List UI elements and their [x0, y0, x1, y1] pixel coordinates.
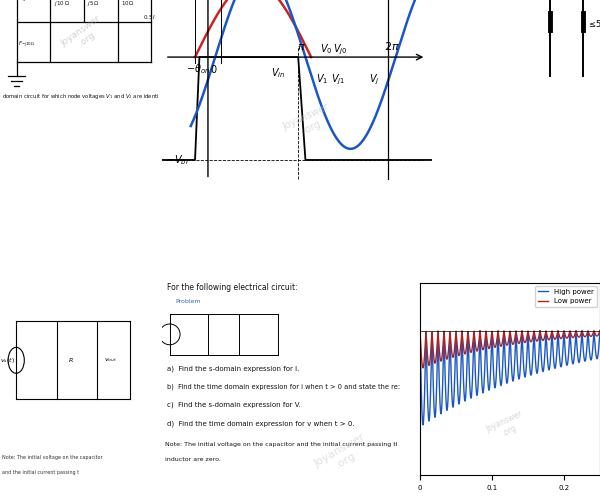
Text: $-V_{br}$: $-V_{br}$: [166, 153, 191, 167]
Text: c)  Find the s-domain expression for V.: c) Find the s-domain expression for V.: [167, 402, 301, 408]
Low power: [416, 328, 424, 334]
Text: Problem: Problem: [175, 299, 200, 304]
Low power: [435, 336, 442, 342]
Text: $\pi$: $\pi$: [297, 42, 305, 52]
Text: $V_1$: $V_1$: [316, 72, 328, 86]
Text: and the initial current passing t: and the initial current passing t: [2, 470, 79, 476]
Low power: [596, 328, 600, 334]
Text: $\leq\!5\Omega$: $\leq\!5\Omega$: [587, 18, 600, 29]
Text: domain circuit for which node voltages $V_1$ and $V_2$ are identi: domain circuit for which node voltages $…: [2, 92, 159, 101]
Low power: [560, 328, 568, 334]
Text: Note: The initial voltage on the capacitor and the initial current passing tl: Note: The initial voltage on the capacit…: [164, 442, 397, 447]
Text: Joyanswer
.org: Joyanswer .org: [281, 102, 335, 142]
Text: $10\,\Omega$: $10\,\Omega$: [121, 0, 135, 7]
High power: [557, 363, 564, 369]
Low power: [496, 338, 503, 344]
Low power: [557, 336, 564, 342]
Low power: [540, 336, 547, 342]
Low power: [490, 336, 497, 342]
Text: $v_{out}$: $v_{out}$: [104, 356, 116, 364]
Text: $R$: $R$: [68, 356, 74, 364]
Text: b)  Find the time domain expression for i when t > 0 and state the re:: b) Find the time domain expression for i…: [167, 384, 400, 390]
Text: Joyanswer
.org: Joyanswer .org: [485, 409, 528, 444]
Text: $V_{j1}$: $V_{j1}$: [331, 72, 346, 87]
High power: [416, 328, 424, 334]
Text: Joyanswer
.org: Joyanswer .org: [59, 14, 109, 56]
Text: $0.5\,I$: $0.5\,I$: [143, 13, 156, 21]
Line: High power: High power: [420, 330, 600, 425]
High power: [560, 332, 568, 338]
Text: Joyanswer
.org: Joyanswer .org: [313, 432, 373, 479]
Text: $-j5\,\Omega$: $-j5\,\Omega$: [19, 0, 37, 2]
Text: $F_{-j10\,\Omega}$: $F_{-j10\,\Omega}$: [19, 40, 36, 50]
Text: $V_j$: $V_j$: [369, 72, 379, 87]
High power: [419, 422, 427, 428]
High power: [596, 328, 600, 334]
Text: $v_s(t)$: $v_s(t)$: [0, 356, 15, 365]
High power: [496, 366, 503, 372]
Text: For the following electrical circuit:: For the following electrical circuit:: [167, 284, 298, 292]
Text: CAN WE ADD THE VOLTAGES IN THE TIME: CAN WE ADD THE VOLTAGES IN THE TIME: [15, 202, 600, 230]
Text: $j10\,\Omega$: $j10\,\Omega$: [54, 0, 70, 8]
Text: $V_{in}$: $V_{in}$: [271, 66, 286, 80]
Text: Note: The initial voltage on the capacitor: Note: The initial voltage on the capacit…: [2, 455, 102, 460]
Text: a)  Find the s-domain expression for I.: a) Find the s-domain expression for I.: [167, 366, 299, 372]
Text: $j5\,\Omega$: $j5\,\Omega$: [88, 0, 100, 8]
Low power: [419, 365, 427, 371]
Text: $V_0$: $V_0$: [320, 42, 332, 56]
High power: [490, 356, 497, 362]
Text: $V_{j0}$: $V_{j0}$: [333, 43, 347, 58]
Text: $2\pi$: $2\pi$: [384, 40, 400, 52]
Line: Low power: Low power: [420, 330, 600, 368]
Text: $0$: $0$: [209, 62, 217, 74]
High power: [435, 352, 442, 358]
Text: d)  Find the time domain expression for v when t > 0.: d) Find the time domain expression for v…: [167, 420, 355, 426]
Text: $-\theta_{on}$: $-\theta_{on}$: [187, 62, 211, 76]
Text: DOMAIN?: DOMAIN?: [15, 240, 160, 267]
High power: [540, 365, 547, 371]
Text: inductor are zero.: inductor are zero.: [164, 458, 220, 462]
Legend: High power, Low power: High power, Low power: [535, 286, 596, 307]
